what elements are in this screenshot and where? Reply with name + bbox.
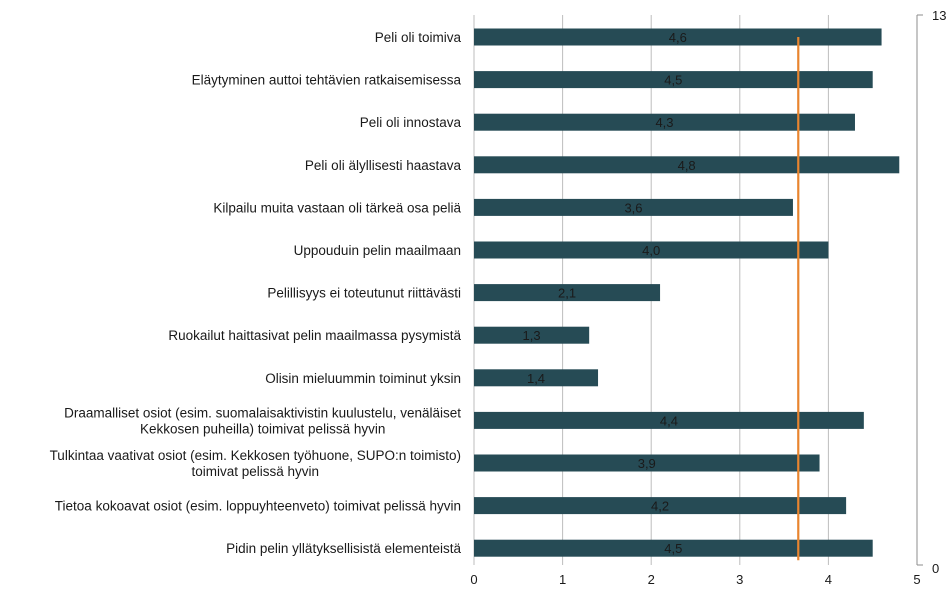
bar-value-label: 4,3 — [655, 115, 673, 130]
bar-value-label: 4,5 — [664, 73, 682, 88]
data-labels: 4,6 4,5 4,3 4,8 3,6 4,0 2,1 1,3 1,4 4,4 3,9 4,2 4,5 — [523, 30, 696, 556]
category-label: Tietoa kokoavat osiot (esim. loppuyhteen… — [55, 499, 461, 514]
bar — [474, 71, 873, 89]
category-label: Tulkintaa vaativat osiot (esim. Kekkosen… — [50, 448, 461, 463]
category-labels: Peli oli toimiva Eläytyminen auttoi tehtä… — [50, 30, 462, 556]
category-label: Kekkosen puheilla) toimivat pelissä hyvi… — [140, 421, 385, 436]
bar — [474, 284, 661, 302]
bar — [474, 497, 847, 515]
bar — [474, 113, 855, 131]
bar-value-label: 3,6 — [624, 200, 642, 215]
bar — [474, 326, 590, 344]
x-tick-label: 3 — [736, 572, 743, 587]
x-tick-label: 5 — [913, 572, 920, 587]
x-tick-label: 2 — [648, 572, 655, 587]
bar — [474, 198, 793, 216]
bar-value-label: 4,5 — [664, 541, 682, 556]
bar — [474, 539, 873, 557]
category-label: Peli oli innostava — [360, 115, 462, 130]
category-label: Ruokailut haittasivat pelin maailmassa p… — [168, 328, 461, 343]
secondary-axis-max-label: 13 — [932, 8, 946, 23]
category-label: Pidin pelin yllätyksellisistä elementeis… — [226, 541, 461, 556]
bar-value-label: 4,8 — [678, 158, 696, 173]
bar — [474, 241, 829, 259]
category-label: Peli oli älyllisesti haastava — [305, 158, 462, 173]
bar — [474, 156, 900, 174]
bar-value-label: 4,2 — [651, 499, 669, 514]
bar — [474, 411, 864, 429]
x-tick-label: 1 — [559, 572, 566, 587]
x-tick-label: 0 — [470, 572, 477, 587]
bar — [474, 454, 820, 472]
category-label: Draamalliset osiot (esim. suomalaisaktiv… — [64, 405, 461, 420]
bar-value-label: 4,4 — [660, 413, 678, 428]
bar — [474, 369, 599, 387]
category-label: toimivat pelissä hyvin — [192, 464, 320, 479]
category-label: Peli oli toimiva — [375, 30, 462, 45]
category-label: Kilpailu muita vastaan oli tärkeä osa pe… — [213, 200, 461, 215]
category-label: Eläytyminen auttoi tehtävien ratkaisemis… — [192, 73, 462, 88]
bar-value-label: 4,6 — [669, 30, 687, 45]
x-axis-tick-labels: 0 1 2 3 4 5 — [470, 572, 920, 587]
secondary-axis-min-label: 0 — [932, 561, 939, 576]
secondary-axis: 13 0 — [916, 8, 946, 576]
category-label: Uppouduin pelin maailmaan — [294, 243, 461, 258]
bar — [474, 28, 882, 46]
category-label: Olisin mieluummin toiminut yksin — [265, 371, 461, 386]
bar-value-label: 4,0 — [642, 243, 660, 258]
category-label: Pelillisyys ei toteutunut riittävästi — [267, 286, 461, 301]
bar-value-label: 1,3 — [523, 328, 541, 343]
bar-value-label: 3,9 — [638, 456, 656, 471]
bar-value-label: 1,4 — [527, 371, 545, 386]
bar-value-label: 2,1 — [558, 286, 576, 301]
x-tick-label: 4 — [825, 572, 832, 587]
bars — [474, 28, 900, 557]
